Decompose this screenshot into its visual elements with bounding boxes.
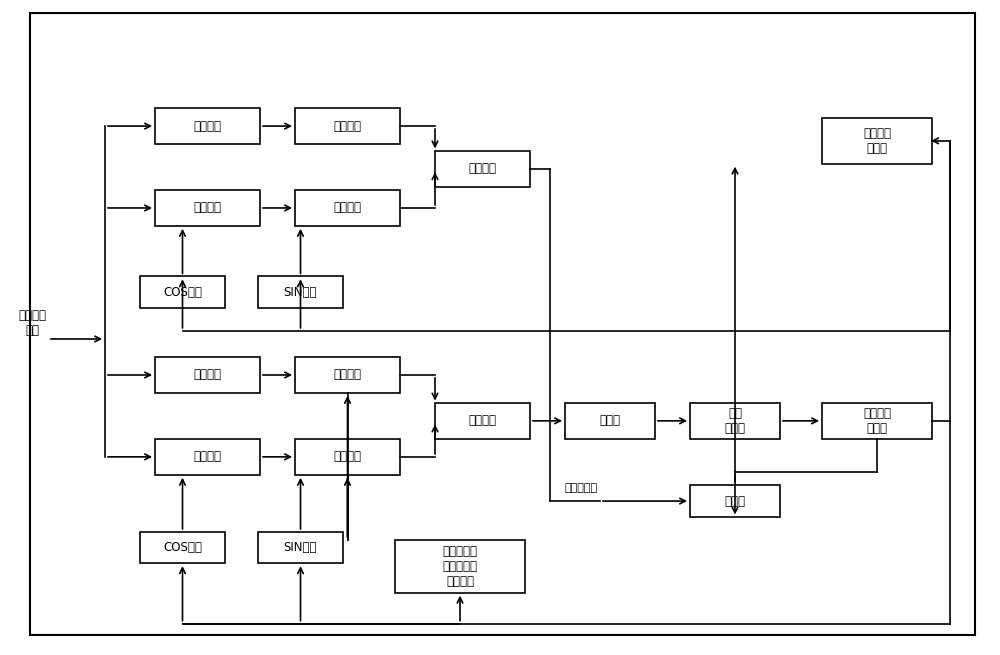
Bar	[155, 108, 260, 144]
Bar	[258, 532, 343, 563]
Text: 解调模块: 解调模块	[194, 120, 222, 132]
Bar	[822, 118, 932, 164]
Text: 解调模块: 解调模块	[194, 202, 222, 214]
Text: COS查表: COS查表	[163, 541, 202, 554]
Bar	[295, 357, 400, 393]
Bar	[295, 108, 400, 144]
Bar	[155, 357, 260, 393]
Bar	[822, 403, 932, 439]
Text: 解扩模块: 解扩模块	[334, 202, 362, 214]
Bar	[295, 439, 400, 475]
Text: 数字中频
信号: 数字中频 信号	[18, 309, 46, 337]
Bar	[140, 532, 225, 563]
Text: SIN查表: SIN查表	[284, 286, 317, 299]
Bar	[155, 439, 260, 475]
Bar	[295, 190, 400, 226]
Text: SIN查表: SIN查表	[284, 541, 317, 554]
Bar	[140, 276, 225, 308]
Text: 分槽叠加值: 分槽叠加值	[565, 483, 598, 493]
Text: 解扩模块: 解扩模块	[334, 120, 362, 132]
Text: COS查表: COS查表	[163, 286, 202, 299]
Bar	[435, 403, 530, 439]
Bar	[258, 276, 343, 308]
Bar	[690, 485, 780, 517]
Text: 解调模块: 解调模块	[194, 451, 222, 463]
Bar	[395, 540, 525, 593]
Text: 解扩模块: 解扩模块	[334, 451, 362, 463]
Bar	[565, 403, 655, 439]
Bar	[435, 151, 530, 187]
Text: 鉴频器: 鉴频器	[600, 415, 620, 427]
Bar	[690, 403, 780, 439]
Text: 解扩模块: 解扩模块	[334, 369, 362, 381]
Text: 环路
滤波器: 环路 滤波器	[724, 407, 746, 435]
Text: 求模单元: 求模单元	[468, 162, 496, 175]
Text: 求模单元: 求模单元	[468, 415, 496, 427]
Bar	[155, 190, 260, 226]
Text: 加法器: 加法器	[724, 495, 746, 508]
Text: 分槽数控
振荡器: 分槽数控 振荡器	[863, 127, 891, 155]
Text: 解调模块: 解调模块	[194, 369, 222, 381]
Text: 本地直扩码
和跳频图案
产生模块: 本地直扩码 和跳频图案 产生模块	[442, 545, 478, 588]
Text: 主槽数控
振荡器: 主槽数控 振荡器	[863, 407, 891, 435]
